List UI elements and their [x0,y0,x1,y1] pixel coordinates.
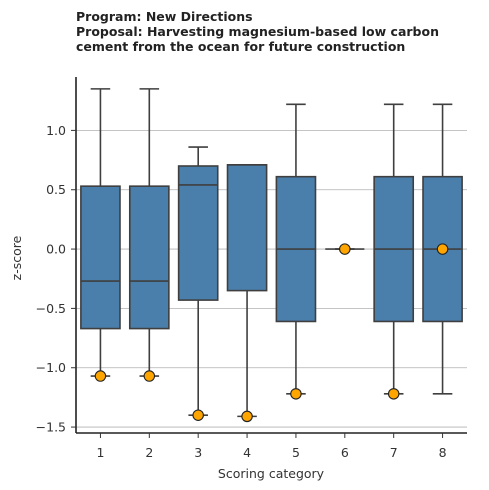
x-tick-label: 4 [243,445,251,460]
chart-title-line-1: Program: New Directions [76,9,253,24]
x-tick-label: 3 [194,445,202,460]
x-tick-label: 8 [439,445,447,460]
chart-title-line-2: Proposal: Harvesting magnesium-based low… [76,24,439,39]
y-tick-label: −1.5 [36,420,66,435]
y-tick-label: −1.0 [36,360,66,375]
data-point [94,370,107,382]
data-point [143,370,156,382]
y-tick-label: 0.0 [46,242,66,257]
data-point [436,243,449,255]
x-tick-label: 6 [341,445,349,460]
y-tick-label: −0.5 [36,301,66,316]
y-tick-label: 0.5 [46,182,66,197]
chart-title: Program: New Directions Proposal: Harves… [76,9,439,54]
y-tick-label: 1.0 [46,123,66,138]
data-point [339,243,351,255]
x-tick-label: 2 [145,445,153,460]
axes [75,77,467,434]
box-series [80,88,463,423]
box [128,185,170,330]
box [177,165,219,301]
x-tick-label: 7 [390,445,398,460]
x-tick-label: 1 [96,445,104,460]
box [226,164,268,292]
data-point [290,388,302,400]
data-point [387,388,400,400]
y-ticks: −1.5 −1.0 −0.5 0.0 0.5 1.0 [36,123,76,435]
y-axis-label: z-score [9,235,24,280]
box [80,185,121,330]
data-point [192,409,204,421]
chart-title-line-3: cement from the ocean for future constru… [76,39,406,54]
x-ticks: 1 2 3 4 5 6 7 8 [96,433,447,460]
x-tick-label: 5 [292,445,300,460]
x-axis-label: Scoring category [218,466,325,481]
data-point [241,410,253,423]
